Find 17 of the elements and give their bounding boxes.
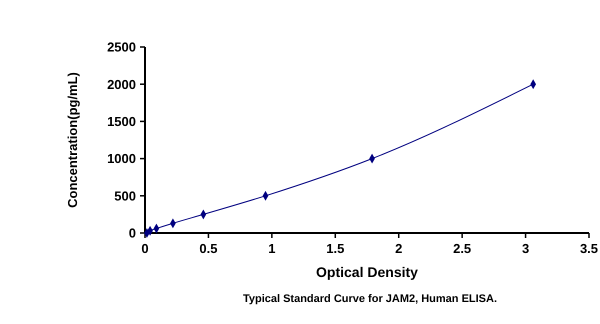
text: Typical Standard Curve for JAM2, Human ELISA. [242, 293, 498, 305]
y-tick-label: 2000 [107, 76, 136, 92]
x-tick-label: 2 [395, 241, 402, 256]
y-tick-label: 1000 [107, 151, 136, 166]
y-tick-label: 500 [114, 188, 136, 204]
y-tick-label: 1500 [107, 114, 136, 129]
x-tick-label: 0 [141, 241, 149, 256]
y-tick-label: 2500 [107, 40, 136, 55]
y-axis-title: Concentration(pg/mL) [65, 72, 80, 208]
x-tick-label: 3.5 [580, 241, 598, 256]
x-axis-title: Optical Density [316, 264, 418, 280]
x-tick-label: 1.5 [326, 241, 344, 256]
y-tick-label: 0 [128, 226, 136, 241]
x-tick-label: 3 [522, 241, 530, 256]
x-tick-label: 0.5 [199, 241, 218, 256]
x-tick-label: 1 [268, 241, 276, 256]
x-tick-label: 2.5 [453, 241, 472, 256]
